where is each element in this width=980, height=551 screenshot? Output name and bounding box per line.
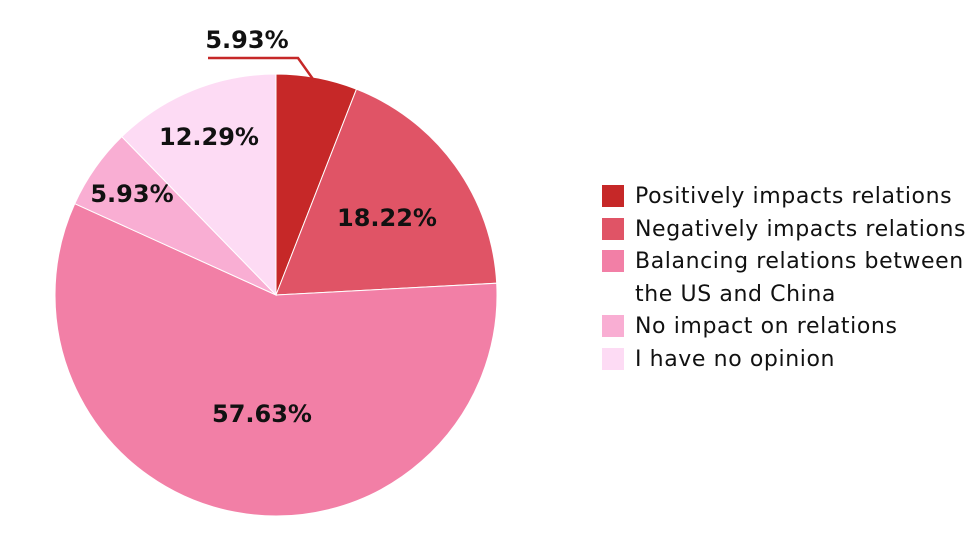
legend-label: Negatively impacts relations [635, 216, 967, 242]
slice-label-i-have-no-opinion: 12.29% [159, 123, 259, 151]
legend-label: I have no opinion [635, 346, 836, 372]
legend-label: Positively impacts relations [635, 184, 953, 209]
slice-label-negatively-impacts-relations: 18.22% [337, 204, 437, 232]
chart-legend: Positively impacts relations Negatively i… [602, 181, 972, 376]
slice-label-no-impact-on-relations: 5.93% [90, 180, 173, 208]
legend-item-negatively-impacts-relations: Negatively impacts relations [602, 214, 972, 247]
pie-chart: 5.93% 18.22% 57.63% 5.93% 12.29% [54, 26, 498, 517]
legend-swatch [602, 250, 624, 272]
legend-label: Balancing relations between the US and C… [635, 249, 964, 307]
legend-item-i-have-no-opinion: I have no opinion [602, 344, 972, 377]
pie-slice-negatively-impacts-relations [275, 88, 498, 296]
slice-label-balancing-relations-between-the-us-and-china: 57.63% [212, 400, 312, 428]
legend-label: No impact on relations [635, 314, 898, 339]
legend-swatch [602, 347, 624, 370]
legend-swatch [602, 217, 624, 240]
slice-label-positively-impacts-relations: 5.93% [205, 26, 288, 54]
pie-slice-balancing-relations-between-the-us-and-china [54, 203, 498, 517]
leader-line-positively-impacts-relations [208, 56, 316, 83]
legend-item-no-impact-on-relations: No impact on relations [602, 311, 972, 344]
legend-item-balancing-relations-between-the-us-and-china: Balancing relations between the US and C… [602, 246, 972, 311]
legend-swatch [602, 185, 624, 207]
legend-swatch [602, 315, 624, 337]
pie-slice-i-have-no-opinion [121, 73, 277, 297]
legend-item-positively-impacts-relations: Positively impacts relations [602, 181, 972, 214]
